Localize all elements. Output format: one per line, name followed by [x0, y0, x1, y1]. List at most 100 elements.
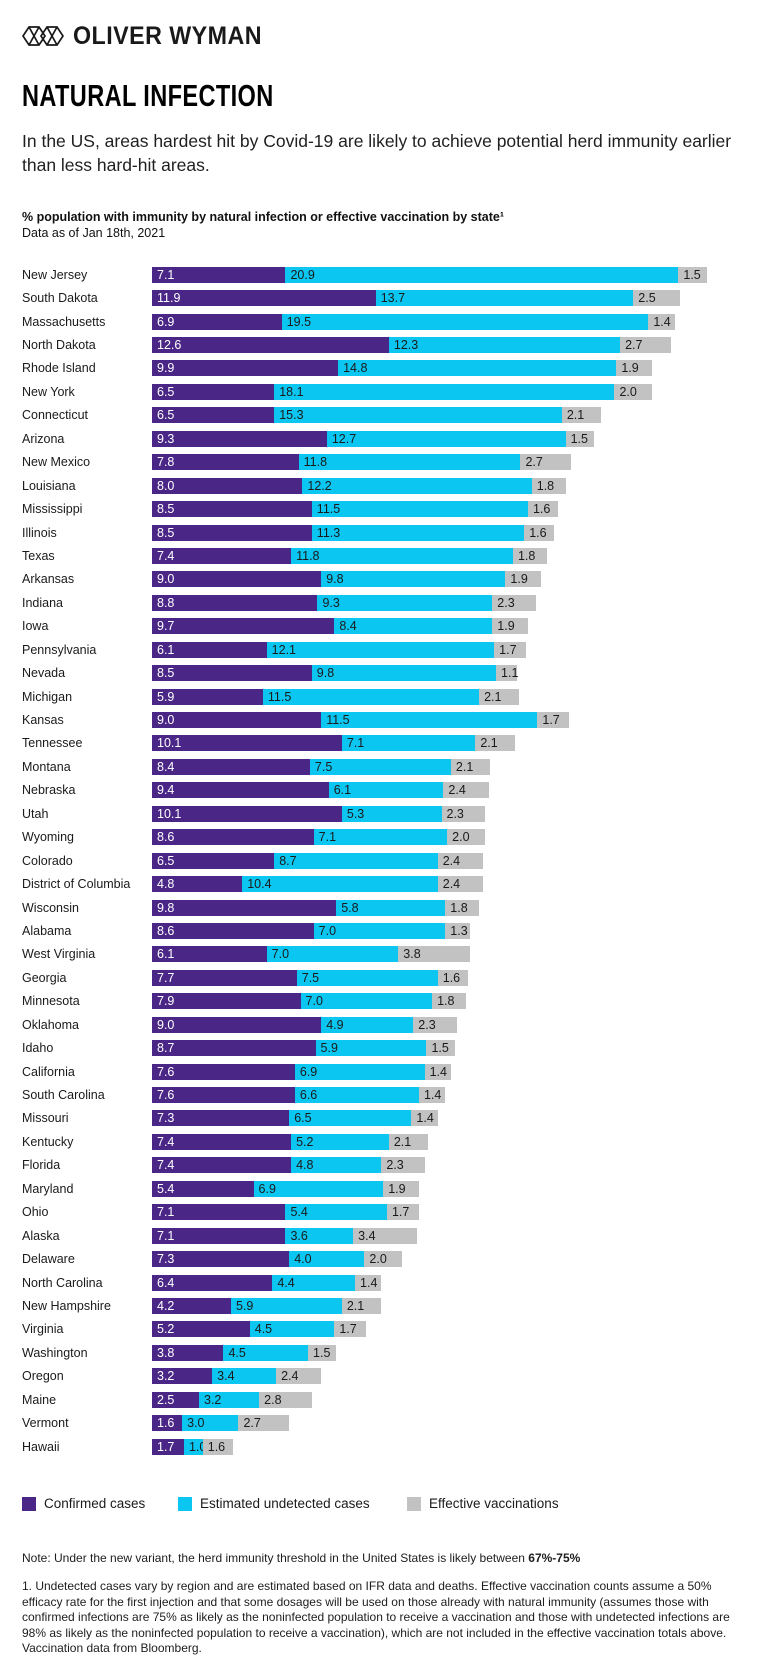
value-label: 7.0 — [271, 947, 290, 962]
state-label: Texas — [22, 548, 55, 563]
chart-row: Connecticut 6.5 15.3 2.1 — [22, 404, 743, 427]
legend-label: Confirmed cases — [44, 1496, 146, 1512]
bar-segment-confirmed: 8.5 — [152, 524, 312, 541]
chart-row: Michigan 5.9 11.5 2.1 — [22, 685, 743, 708]
bar-segment-vaccinations: 1.8 — [432, 993, 466, 1010]
bar-segment-undetected: 4.4 — [272, 1274, 356, 1291]
bar-segment-vaccinations: 2.1 — [561, 407, 602, 424]
state-label: New Jersey — [22, 267, 88, 282]
state-label: Oregon — [22, 1369, 64, 1384]
value-label: 2.7 — [625, 337, 643, 352]
value-label: 2.3 — [446, 806, 464, 821]
stacked-bar: 6.5 18.1 2.0 — [152, 383, 653, 400]
value-label: 1.9 — [510, 572, 528, 587]
value-label: 4.0 — [294, 1251, 312, 1266]
value-label: 9.8 — [157, 900, 175, 915]
chart-row: Maryland 5.4 6.9 1.9 — [22, 1177, 743, 1200]
value-label: 4.2 — [157, 1298, 175, 1313]
value-label: 8.4 — [157, 759, 175, 774]
bar-segment-confirmed: 7.9 — [152, 993, 301, 1010]
chart-row: Montana 8.4 7.5 2.1 — [22, 755, 743, 778]
value-label: 2.1 — [484, 689, 502, 704]
value-label: 2.7 — [525, 454, 543, 469]
value-label: 12.3 — [393, 337, 419, 352]
bar-segment-undetected: 8.4 — [334, 618, 493, 635]
bar-segment-confirmed: 10.1 — [152, 805, 342, 822]
bar-segment-vaccinations: 1.1 — [496, 665, 518, 682]
bar-segment-vaccinations: 2.7 — [238, 1415, 290, 1432]
value-label: 7.4 — [157, 548, 175, 563]
stacked-bar: 9.8 5.8 1.8 — [152, 899, 480, 916]
chart-row: Tennessee 10.1 7.1 2.1 — [22, 732, 743, 755]
stacked-bar: 4.2 5.9 2.1 — [152, 1297, 382, 1314]
legend-label: Estimated undetected cases — [200, 1496, 370, 1512]
value-label: 3.2 — [204, 1392, 222, 1407]
chart-row: Alabama 8.6 7.0 1.3 — [22, 919, 743, 942]
bar-segment-vaccinations: 1.6 — [202, 1438, 233, 1455]
value-label: 12.2 — [307, 478, 332, 493]
bar-segment-confirmed: 9.0 — [152, 571, 322, 588]
bar-segment-vaccinations: 1.8 — [512, 547, 547, 564]
bar-segment-undetected: 9.3 — [317, 594, 493, 611]
stacked-bar: 8.7 5.9 1.5 — [152, 1040, 455, 1057]
state-label: South Carolina — [22, 1088, 105, 1103]
bar-segment-undetected: 3.6 — [285, 1227, 354, 1244]
bar-segment-confirmed: 12.6 — [152, 337, 389, 354]
chart-row: Arizona 9.3 12.7 1.5 — [22, 427, 743, 450]
bar-segment-undetected: 19.5 — [281, 313, 649, 330]
state-label: Virginia — [22, 1322, 64, 1337]
bar-segment-vaccinations: 1.3 — [445, 922, 470, 939]
state-label: Oklahoma — [22, 1017, 79, 1032]
state-label: Montana — [22, 759, 71, 774]
bar-segment-vaccinations: 1.5 — [565, 430, 594, 447]
value-label: 5.8 — [341, 900, 359, 915]
value-label: 1.7 — [339, 1322, 357, 1337]
chart-row: West Virginia 6.1 7.0 3.8 — [22, 943, 743, 966]
bar-segment-undetected: 9.8 — [321, 571, 506, 588]
stacked-bar: 7.1 3.6 3.4 — [152, 1227, 418, 1244]
chart-row: Kansas 9.0 11.5 1.7 — [22, 708, 743, 731]
value-label: 1.8 — [517, 548, 536, 563]
chart-row: Arkansas 9.0 9.8 1.9 — [22, 568, 743, 591]
bar-segment-undetected: 3.0 — [182, 1415, 239, 1432]
state-label: Tennessee — [22, 736, 83, 751]
value-label: 7.4 — [157, 1134, 175, 1149]
bar-segment-undetected: 11.5 — [321, 712, 538, 729]
bar-segment-undetected: 18.1 — [274, 383, 615, 400]
bar-segment-undetected: 6.9 — [253, 1180, 384, 1197]
value-label: 19.5 — [286, 314, 312, 329]
bar-segment-undetected: 5.8 — [336, 899, 446, 916]
bar-segment-confirmed: 7.3 — [152, 1110, 290, 1127]
bar-segment-vaccinations: 1.9 — [505, 571, 542, 588]
bar-segment-confirmed: 8.5 — [152, 665, 312, 682]
value-label: 4.5 — [228, 1345, 246, 1360]
bar-segment-confirmed: 7.1 — [152, 266, 286, 283]
stacked-bar: 5.9 11.5 2.1 — [152, 688, 519, 705]
chart-row: North Dakota 12.6 12.3 2.7 — [22, 333, 743, 356]
value-label: 1.5 — [431, 1040, 449, 1055]
bar-segment-vaccinations: 2.8 — [259, 1391, 312, 1408]
bar-segment-vaccinations: 2.4 — [437, 876, 483, 893]
value-label: 12.7 — [331, 431, 357, 446]
chart-row: New Mexico 7.8 11.8 2.7 — [22, 451, 743, 474]
note: Note: Under the new variant, the herd im… — [22, 1550, 743, 1566]
chart-row: Pennsylvania 6.1 12.1 1.7 — [22, 638, 743, 661]
stacked-bar: 9.7 8.4 1.9 — [152, 618, 528, 635]
bar-segment-undetected: 5.9 — [230, 1297, 342, 1314]
value-label: 7.6 — [157, 1064, 175, 1079]
value-label: 1.6 — [157, 1415, 175, 1430]
chart-row: Massachusetts 6.9 19.5 1.4 — [22, 310, 743, 333]
bar-segment-vaccinations: 1.9 — [616, 360, 653, 377]
state-label: Massachusetts — [22, 314, 106, 329]
value-label: 2.4 — [442, 876, 461, 891]
bar-segment-confirmed: 7.7 — [152, 969, 297, 986]
bar-segment-undetected: 5.4 — [285, 1204, 387, 1221]
value-label: 7.6 — [157, 1087, 175, 1102]
chart-row: Utah 10.1 5.3 2.3 — [22, 802, 743, 825]
value-label: 8.7 — [279, 853, 297, 868]
chart-row: North Carolina 6.4 4.4 1.4 — [22, 1271, 743, 1294]
value-label: 7.5 — [301, 970, 320, 985]
value-label: 13.7 — [380, 290, 406, 305]
value-label: 7.8 — [157, 454, 175, 469]
oliver-wyman-logo-icon — [22, 26, 64, 46]
